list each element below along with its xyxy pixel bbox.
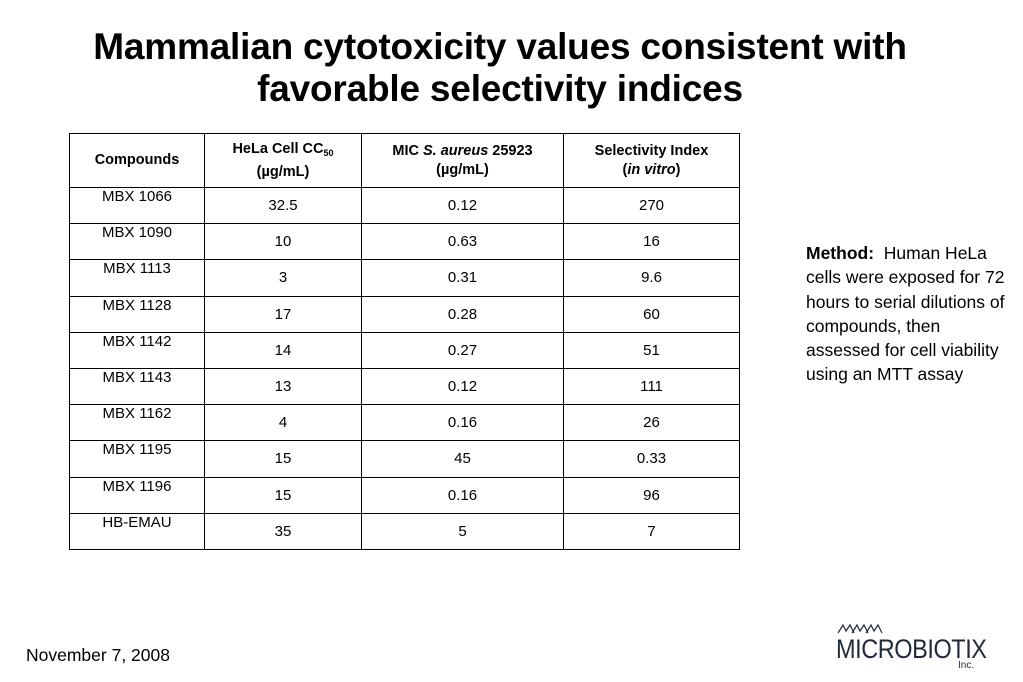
cell-hela-cc50: 13: [204, 367, 362, 406]
cell-mic: 0.27: [361, 331, 564, 369]
cell-mic: 0.12: [361, 367, 564, 406]
cell-mic: 0.63: [361, 223, 564, 261]
table-row: MBX 1195 15 45 0.33: [69, 440, 740, 478]
table-header-row: Compounds HeLa Cell CC50 (µg/mL) MIC S. …: [69, 133, 740, 188]
cell-hela-cc50: 15: [204, 440, 362, 478]
cell-selectivity-index: 270: [563, 186, 740, 225]
cell-selectivity-index: 16: [563, 223, 740, 261]
cell-compound: MBX 1143: [69, 367, 205, 406]
header-compounds: Compounds: [69, 133, 205, 188]
table-row: MBX 1066 32.5 0.12 270: [69, 186, 740, 225]
cell-selectivity-index: 9.6: [563, 259, 740, 297]
table-row: HB-EMAU 35 5 7: [69, 512, 740, 550]
table-row: MBX 1090 10 0.63 16: [69, 223, 740, 261]
cell-selectivity-index: 7: [563, 512, 740, 550]
title-line-2: favorable selectivity indices: [257, 68, 743, 109]
title-line-1: Mammalian cytotoxicity values consistent…: [93, 26, 907, 67]
header-hela-subscript: 50: [323, 147, 334, 158]
cell-hela-cc50: 35: [204, 512, 362, 550]
logo-inc: Inc.: [958, 660, 975, 671]
cell-mic: 0.12: [361, 186, 564, 225]
logo-wordmark: MICROBIOTIX: [836, 634, 987, 664]
header-mic: MIC S. aureus 25923 (µg/mL): [361, 133, 564, 188]
slide-title: Mammalian cytotoxicity values consistent…: [0, 26, 1000, 110]
cell-selectivity-index: 96: [563, 476, 740, 514]
header-selectivity-index: Selectivity Index (in vitro): [563, 133, 740, 188]
table-row: MBX 1143 13 0.12 111: [69, 367, 740, 406]
cell-selectivity-index: 51: [563, 331, 740, 369]
cell-selectivity-index: 26: [563, 404, 740, 442]
cytotoxicity-table: Compounds HeLa Cell CC50 (µg/mL) MIC S. …: [69, 133, 740, 550]
cell-hela-cc50: 4: [204, 404, 362, 442]
header-hela: HeLa Cell CC50 (µg/mL): [204, 133, 362, 188]
cell-hela-cc50: 3: [204, 259, 362, 297]
table-row: MBX 1162 4 0.16 26: [69, 404, 740, 442]
microbiotix-logo-icon: [837, 623, 883, 634]
cell-mic: 0.16: [361, 404, 564, 442]
cell-compound: MBX 1195: [69, 440, 205, 478]
footer-date: November 7, 2008: [26, 645, 170, 665]
cell-compound: MBX 1142: [69, 331, 205, 369]
cell-compound: MBX 1162: [69, 404, 205, 442]
cell-compound: MBX 1090: [69, 223, 205, 261]
cell-hela-cc50: 17: [204, 295, 362, 333]
cell-mic: 0.31: [361, 259, 564, 297]
method-text: Human HeLa cells were exposed for 72 hou…: [806, 243, 1005, 385]
cell-compound: MBX 1128: [69, 295, 205, 333]
cell-compound: HB-EMAU: [69, 512, 205, 550]
cell-selectivity-index: 0.33: [563, 440, 740, 478]
table-row: MBX 1128 17 0.28 60: [69, 295, 740, 333]
cell-hela-cc50: 15: [204, 476, 362, 514]
method-label: Method:: [806, 243, 875, 263]
cell-selectivity-index: 111: [563, 367, 740, 406]
method-note: Method: Human HeLa cells were exposed fo…: [806, 241, 1006, 387]
cell-hela-cc50: 32.5: [204, 186, 362, 225]
cell-selectivity-index: 60: [563, 295, 740, 333]
cell-mic: 45: [361, 440, 564, 478]
cell-compound: MBX 1196: [69, 476, 205, 514]
cell-mic: 5: [361, 512, 564, 550]
table-row: MBX 1196 15 0.16 96: [69, 476, 740, 514]
cell-compound: MBX 1113: [69, 259, 205, 297]
cell-compound: MBX 1066: [69, 186, 205, 225]
cell-hela-cc50: 10: [204, 223, 362, 261]
table-row: MBX 1142 14 0.27 51: [69, 331, 740, 369]
cell-mic: 0.28: [361, 295, 564, 333]
table-row: MBX 1113 3 0.31 9.6: [69, 259, 740, 297]
cell-mic: 0.16: [361, 476, 564, 514]
cell-hela-cc50: 14: [204, 331, 362, 369]
